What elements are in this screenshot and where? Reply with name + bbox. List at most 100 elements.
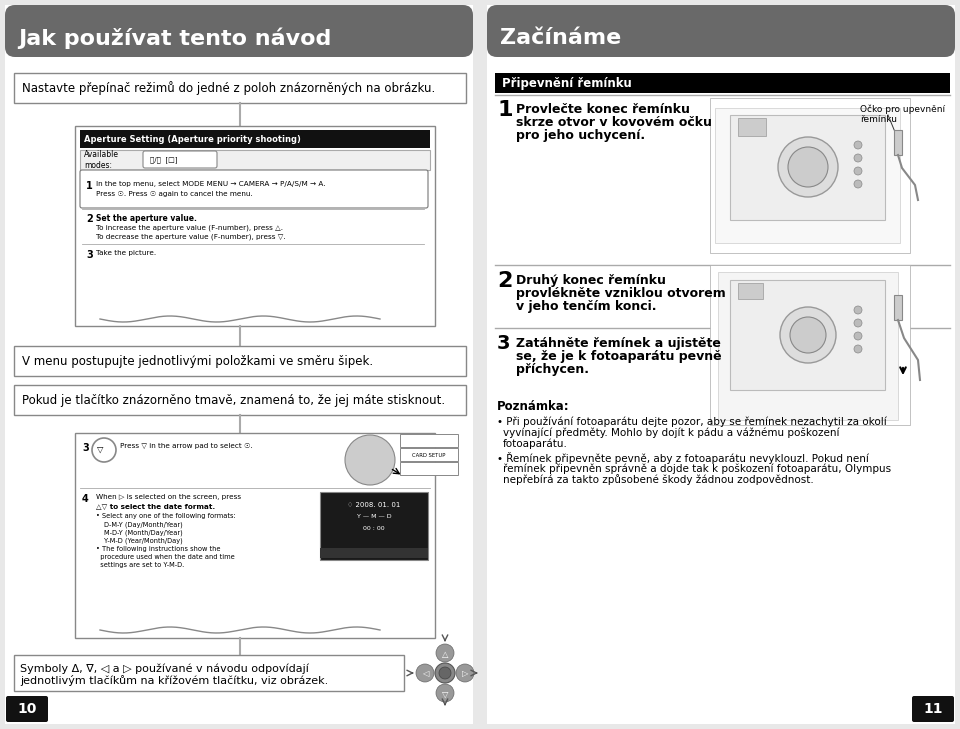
Text: fotoaparátu.: fotoaparátu.: [503, 438, 568, 448]
Text: Available
modes:: Available modes:: [84, 150, 119, 170]
Text: nepřebírá za takto způsobené škody žádnou zodpovědnost.: nepřebírá za takto způsobené škody žádno…: [503, 474, 814, 485]
Text: 3: 3: [86, 250, 93, 260]
Bar: [80, 130, 430, 148]
Text: M-D-Y (Month/Day/Year): M-D-Y (Month/Day/Year): [104, 529, 182, 536]
Text: 10: 10: [17, 702, 36, 716]
Bar: [730, 280, 885, 390]
Bar: [80, 150, 430, 170]
Text: 4: 4: [82, 494, 88, 504]
Circle shape: [854, 167, 862, 175]
Circle shape: [456, 664, 474, 682]
Bar: [14, 655, 404, 691]
Circle shape: [854, 345, 862, 353]
Text: Jak používat tento návod: Jak používat tento návod: [18, 27, 331, 49]
Text: 3: 3: [82, 443, 88, 453]
Text: • The following instructions show the: • The following instructions show the: [96, 546, 221, 552]
Text: Zatáhněte řemínek a ujistěte: Zatáhněte řemínek a ujistěte: [516, 337, 721, 350]
Text: 00 : 00: 00 : 00: [363, 526, 385, 531]
Text: In the top menu, select MODE MENU → CAMERA → P/A/S/M → A.: In the top menu, select MODE MENU → CAME…: [96, 181, 325, 187]
Text: CARD SETUP: CARD SETUP: [412, 453, 445, 458]
Text: • Při používání fotoaparátu dejte pozor, aby se řemínek nezachytil za okolí: • Při používání fotoaparátu dejte pozor,…: [497, 416, 887, 426]
Bar: [320, 492, 428, 560]
Text: V menu postupujte jednotlivými položkami ve směru šipek.: V menu postupujte jednotlivými položkami…: [22, 354, 373, 367]
Bar: [718, 272, 898, 420]
Text: ◁: ◁: [421, 669, 428, 679]
Text: Očko pro upevnění
řemínku: Očko pro upevnění řemínku: [860, 104, 946, 124]
Text: procedure used when the date and time: procedure used when the date and time: [96, 554, 235, 560]
Bar: [710, 98, 910, 253]
Text: D-M-Y (Day/Month/Year): D-M-Y (Day/Month/Year): [104, 521, 182, 528]
Circle shape: [345, 435, 395, 485]
Circle shape: [790, 317, 826, 353]
Text: △: △: [442, 650, 448, 658]
Bar: [14, 346, 466, 376]
Text: pro jeho uchycení.: pro jeho uchycení.: [516, 129, 645, 142]
Text: Připevnění řemínku: Připevnění řemínku: [502, 77, 632, 90]
Text: Y-M-D (Year/Month/Day): Y-M-D (Year/Month/Day): [104, 537, 182, 544]
Text: 1: 1: [86, 181, 93, 191]
Text: 2: 2: [86, 214, 93, 224]
Circle shape: [854, 306, 862, 314]
Text: příchycen.: příchycen.: [516, 363, 589, 376]
Text: settings are set to Y-M-D.: settings are set to Y-M-D.: [96, 562, 184, 568]
Text: Set the aperture value.: Set the aperture value.: [96, 214, 197, 223]
Bar: [738, 118, 766, 136]
Circle shape: [854, 180, 862, 188]
Circle shape: [854, 319, 862, 327]
Bar: [715, 108, 900, 243]
Text: ▽: ▽: [97, 445, 104, 453]
Circle shape: [436, 684, 454, 702]
Text: Pokud je tlačítko znázorněno tmavě, znamená to, že jej máte stisknout.: Pokud je tlačítko znázorněno tmavě, znam…: [22, 394, 445, 407]
Text: vyvínající předměty. Mohlo by dojít k pádu a vážnému poškození: vyvínající předměty. Mohlo by dojít k pá…: [503, 427, 839, 437]
FancyBboxPatch shape: [487, 5, 955, 57]
Text: ☉ screen: ☉ screen: [363, 550, 385, 555]
FancyBboxPatch shape: [6, 696, 48, 722]
Text: Press ☉. Press ☉ again to cancel the menu.: Press ☉. Press ☉ again to cancel the men…: [96, 191, 252, 197]
Text: Ⓜ/Ⓜ  [□]: Ⓜ/Ⓜ [□]: [150, 157, 178, 163]
Text: Druhý konec řemínku: Druhý konec řemínku: [516, 274, 666, 287]
Bar: [730, 115, 885, 220]
Circle shape: [436, 644, 454, 662]
Text: Take the picture.: Take the picture.: [96, 250, 156, 256]
Circle shape: [854, 154, 862, 162]
Circle shape: [854, 332, 862, 340]
Text: ♢ 2008. 01. 01: ♢ 2008. 01. 01: [348, 502, 400, 508]
Bar: [14, 385, 466, 415]
Text: • Řemínek připevněte pevně, aby z fotoaparátu nevyklouzl. Pokud není: • Řemínek připevněte pevně, aby z fotoap…: [497, 452, 869, 464]
Circle shape: [780, 307, 836, 363]
Text: △▽ to select the date format.: △▽ to select the date format.: [96, 503, 215, 509]
Text: provlékněte vzniklou otvorem: provlékněte vzniklou otvorem: [516, 287, 726, 300]
FancyBboxPatch shape: [912, 696, 954, 722]
Text: 11: 11: [924, 702, 943, 716]
Circle shape: [416, 664, 434, 682]
Text: ▷: ▷: [462, 669, 468, 679]
Circle shape: [788, 147, 828, 187]
Circle shape: [778, 137, 838, 197]
Text: Aperture Setting (Aperture priority shooting): Aperture Setting (Aperture priority shoo…: [84, 134, 300, 144]
Text: When ▷ is selected on the screen, press: When ▷ is selected on the screen, press: [96, 494, 241, 500]
Circle shape: [435, 663, 455, 683]
Text: To increase the aperture value (F-number), press △.: To increase the aperture value (F-number…: [96, 224, 283, 230]
Text: To decrease the aperture value (F-number), press ▽.: To decrease the aperture value (F-number…: [96, 233, 286, 240]
Bar: [320, 548, 428, 558]
Bar: [710, 265, 910, 425]
Text: Y — M — D: Y — M — D: [357, 514, 392, 519]
Text: se, že je k fotoaparátu pevně: se, že je k fotoaparátu pevně: [516, 350, 722, 363]
Circle shape: [439, 667, 451, 679]
Text: ▽: ▽: [442, 690, 448, 698]
Text: 3: 3: [497, 334, 511, 353]
Bar: [400, 462, 458, 475]
Circle shape: [854, 141, 862, 149]
Text: 1: 1: [497, 100, 513, 120]
Bar: [14, 73, 466, 103]
Bar: [400, 448, 458, 461]
Bar: [738, 283, 763, 299]
FancyBboxPatch shape: [5, 5, 473, 57]
Text: Symboly Δ, ∇, ◁ a ▷ používané v návodu odpovídají
jednotlivým tlačíkům na křížov: Symboly Δ, ∇, ◁ a ▷ používané v návodu o…: [20, 663, 328, 686]
Bar: [487, 5, 955, 724]
FancyBboxPatch shape: [80, 170, 428, 208]
FancyBboxPatch shape: [143, 151, 217, 168]
Bar: [894, 295, 902, 320]
Bar: [400, 434, 458, 447]
Text: Nastavte přepínač režimů do jedné z poloh znázorněných na obrázku.: Nastavte přepínač režimů do jedné z polo…: [22, 81, 435, 95]
